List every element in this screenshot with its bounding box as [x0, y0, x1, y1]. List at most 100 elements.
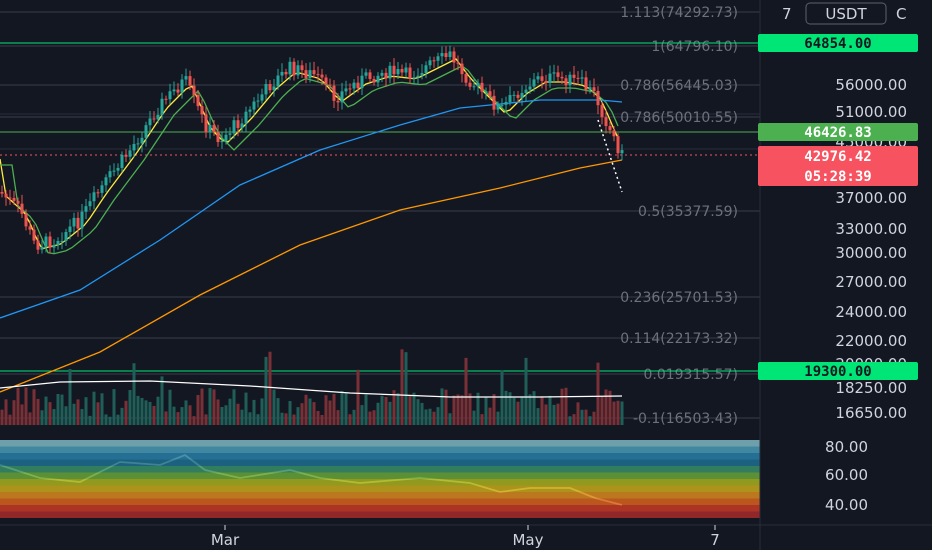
candle-body — [420, 73, 424, 76]
oscillator-band — [0, 472, 760, 479]
candle-body — [568, 74, 572, 86]
oscillator-tick-label: 80.00 — [825, 438, 868, 456]
volume-bar — [304, 394, 308, 425]
volume-bar — [540, 396, 544, 425]
price-tick-label: 30000.00 — [835, 244, 907, 262]
volume-bar — [96, 402, 100, 425]
volume-bar — [436, 407, 440, 425]
candle-body — [28, 226, 32, 230]
candle-body — [460, 63, 464, 75]
volume-bar — [296, 407, 300, 425]
fib-label: 0.786(56445.03) — [620, 78, 738, 94]
candle-body — [268, 84, 272, 91]
candle-body — [280, 71, 284, 76]
time-tick-label: Mar — [211, 531, 240, 549]
volume-bar — [576, 402, 580, 425]
volume-bar — [208, 388, 212, 425]
volume-bar — [456, 394, 460, 425]
candle-body — [16, 200, 20, 204]
volume-bar — [552, 404, 556, 425]
candle-body — [432, 60, 436, 62]
volume-bar — [404, 352, 408, 425]
currency-button[interactable]: USDT — [805, 2, 887, 25]
candle-body — [64, 231, 68, 241]
volume-bar — [596, 362, 600, 425]
candle-body — [304, 70, 308, 78]
volume-bar — [4, 399, 8, 425]
oscillator-band — [0, 505, 760, 512]
fib-label: 1.113(74292.73) — [620, 5, 738, 21]
candle-body — [476, 82, 480, 87]
volume-bar — [556, 403, 560, 425]
candle-body — [332, 85, 336, 101]
candle-body — [608, 126, 612, 131]
candle-body — [236, 120, 240, 128]
candle-body — [228, 133, 232, 135]
candle-body — [136, 143, 140, 145]
candle-body — [352, 82, 356, 89]
volume-bar — [524, 357, 528, 425]
candle-body — [416, 75, 420, 78]
volume-bar — [56, 394, 60, 425]
candle-body — [112, 170, 116, 172]
candle-body — [544, 80, 548, 83]
volume-bar — [8, 414, 12, 425]
candle-body — [96, 192, 100, 194]
candle-body — [324, 77, 328, 85]
volume-bar — [132, 363, 136, 425]
candle-body — [516, 94, 520, 98]
volume-bar — [284, 413, 288, 425]
volume-bar — [120, 407, 124, 425]
candle-body — [160, 98, 164, 115]
candle-body — [576, 77, 580, 79]
volume-bar — [368, 411, 372, 425]
candle-body — [452, 51, 456, 63]
candle-body — [156, 114, 160, 120]
candle-body — [612, 130, 616, 137]
candle-body — [484, 91, 488, 93]
settings-dot-icon[interactable]: C — [896, 5, 906, 23]
candle-body — [496, 105, 500, 110]
candle-body — [52, 244, 56, 248]
volume-bar — [40, 410, 44, 425]
candle-body — [88, 201, 92, 207]
candle-body — [492, 95, 496, 110]
price-tick-label: 18250.00 — [835, 379, 907, 397]
volume-bar — [364, 394, 368, 425]
price-tick-label: 22000.00 — [835, 332, 907, 350]
candle-body — [388, 65, 392, 79]
candle-body — [556, 72, 560, 77]
candle-body — [220, 140, 224, 143]
countdown-tag: 05:28:39 — [804, 169, 871, 185]
volume-bar — [64, 406, 68, 425]
volume-bar — [560, 388, 564, 425]
candle-body — [508, 95, 512, 102]
volume-bar — [276, 398, 280, 425]
candle-body — [564, 78, 568, 86]
volume-bar — [220, 406, 224, 425]
candle-body — [404, 67, 408, 73]
oscillator-band — [0, 498, 760, 505]
volume-bar — [380, 395, 384, 425]
volume-bar — [340, 390, 344, 425]
volume-bar — [592, 411, 596, 425]
volume-bar — [604, 389, 608, 425]
volume-bar — [352, 409, 356, 425]
candle-body — [364, 72, 368, 76]
oscillator-band — [0, 453, 760, 460]
candle-body — [184, 76, 188, 80]
volume-bar — [564, 387, 568, 425]
volume-bar — [588, 416, 592, 425]
volume-bar — [88, 415, 92, 425]
candle-body — [196, 95, 200, 107]
candle-body — [428, 60, 432, 66]
candle-body — [172, 89, 176, 92]
volume-bar — [232, 389, 236, 425]
candle-body — [604, 117, 608, 127]
candle-body — [300, 65, 304, 71]
fib-label: 0.019315.57) — [643, 367, 738, 383]
volume-bar — [400, 349, 404, 425]
volume-bar — [416, 399, 420, 425]
candle-body — [520, 93, 524, 98]
